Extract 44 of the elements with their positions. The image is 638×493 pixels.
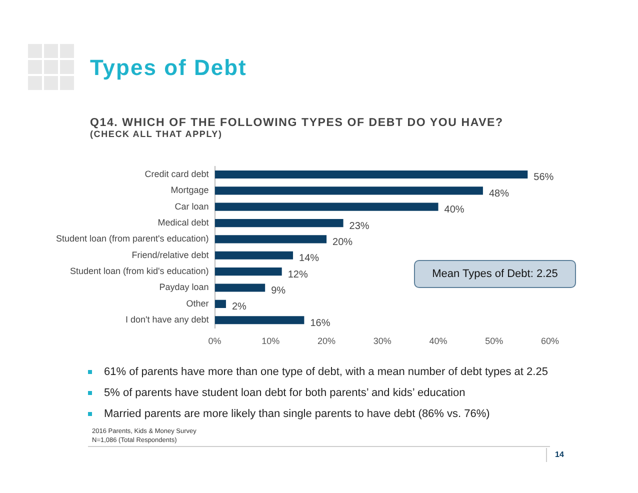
bar [214, 170, 528, 179]
x-tick-label: 10% [262, 336, 280, 346]
x-tick-label: 20% [318, 336, 336, 346]
text: 5% of parents have student loan debt for both parents’ and kids’ education [104, 386, 466, 398]
x-tick-label: 50% [485, 336, 504, 346]
data-label: 12% [288, 269, 308, 280]
data-label: 16% [310, 318, 330, 329]
bar [214, 284, 266, 292]
callout-box: Mean Types of Debt: 2.25 [414, 260, 576, 288]
x-tick-label: 40% [429, 336, 448, 346]
y-tick-label: Student loan (from kid's education) [70, 266, 209, 276]
chart-subtitle: Q14. WHICH OF THE FOLLOWING TYPES OF DEBT DO YOU HAVE? (CHECK ALL THAT APPLY) [90, 117, 504, 139]
data-label: 20% [332, 236, 353, 248]
y-tick-label: Friend/relative debt [132, 250, 210, 260]
data-label: 48% [488, 188, 510, 200]
data-label: 23% [349, 220, 370, 232]
y-tick-label: Other [186, 298, 209, 308]
x-tick-label: 30% [373, 336, 392, 346]
bar [214, 268, 282, 276]
x-tick-label: 0% [208, 336, 222, 346]
data-label: 9% [271, 286, 286, 296]
bar [214, 300, 226, 308]
data-label: 56% [534, 172, 554, 184]
text: 14 [555, 450, 564, 459]
bar [214, 235, 327, 244]
bar [214, 251, 294, 260]
y-tick-label: Medical debt [158, 218, 210, 228]
bar [214, 316, 304, 324]
y-tick-label: Student loan (from parent's education) [56, 234, 209, 244]
data-label: 2% [232, 302, 247, 313]
x-tick-label: 60% [540, 336, 560, 346]
y-tick-label: Mortgage [170, 185, 209, 196]
bar [214, 186, 483, 195]
chart-title: Types of Debt [90, 55, 247, 81]
text: 61% of parents have more than one type of debt, with a mean number of debt types at 2.25 [104, 366, 548, 378]
y-tick-label: Credit card debt [144, 168, 210, 179]
bar [214, 202, 438, 211]
data-label: 14% [299, 253, 320, 264]
y-tick-label: Car loan [174, 201, 209, 212]
bar [214, 218, 344, 228]
y-tick-label: I don't have any debt [126, 314, 210, 325]
y-tick-label: Payday loan [159, 282, 209, 292]
text: Married parents are more likely than single parents to have debt (86% vs. 76%) [104, 408, 490, 420]
data-label: 40% [444, 204, 464, 216]
